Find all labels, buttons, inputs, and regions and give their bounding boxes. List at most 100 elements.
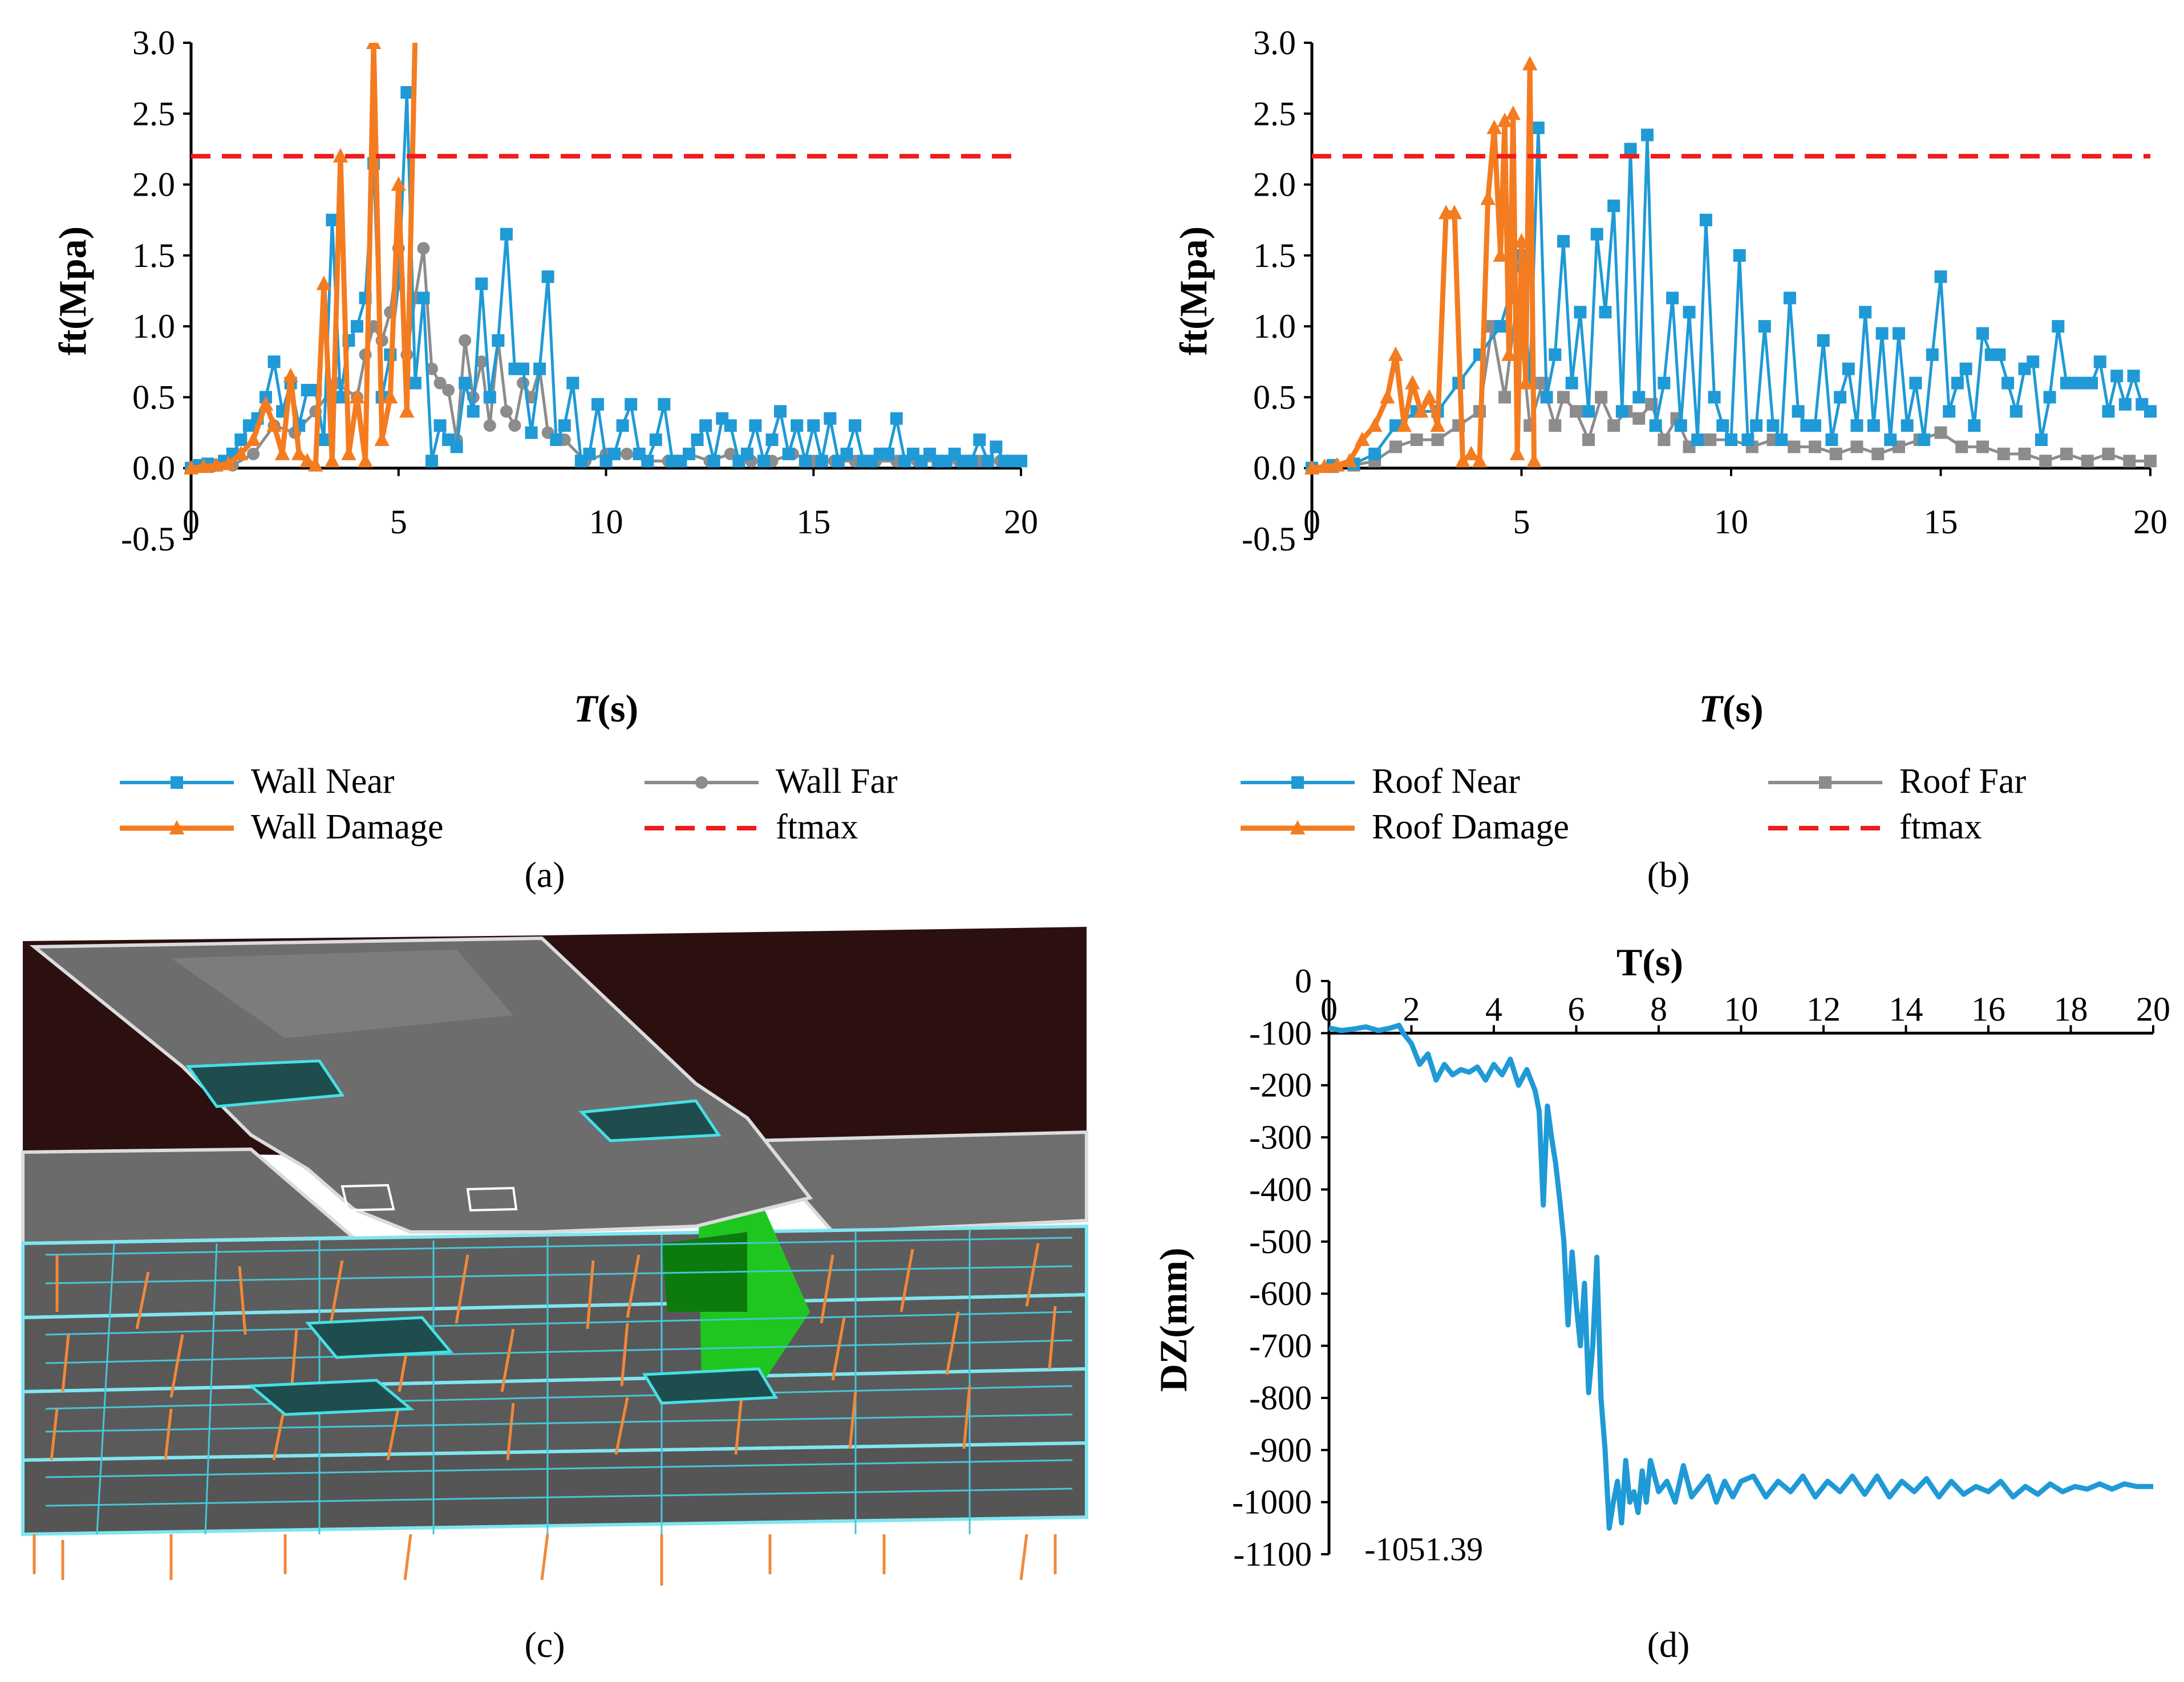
data-point-damage [1522, 55, 1538, 71]
dz-series-line [1328, 1023, 2153, 1531]
data-point-near [1750, 419, 1763, 432]
data-point-near [2127, 370, 2140, 383]
y-tick-label: 0.5 [1253, 378, 1296, 416]
data-point-damage [183, 460, 199, 475]
data-point-near [475, 277, 488, 290]
data-point-damage [1464, 445, 1479, 460]
data-point-near [990, 440, 1003, 453]
data-point-near [625, 398, 638, 411]
data-point-damage [299, 452, 315, 468]
data-point-near [641, 455, 654, 468]
data-point-near [2102, 405, 2115, 418]
data-point-near [1968, 419, 1981, 432]
data-point-damage [316, 275, 331, 290]
data-point-near [459, 376, 472, 390]
data-point-near [1926, 348, 1939, 361]
series-near [1306, 121, 2157, 475]
data-point-far [1871, 447, 1885, 460]
data-point-far [500, 405, 513, 418]
data-point-far [1557, 391, 1570, 404]
data-point-near [351, 320, 363, 333]
data-point-far [1582, 433, 1595, 446]
data-point-damage [1430, 417, 1445, 432]
data-point-damage [1396, 417, 1412, 432]
y-tick-label: -0.5 [1242, 520, 1296, 558]
data-point-far [1997, 447, 2010, 460]
x-tick-label: 16 [1971, 990, 2005, 1028]
data-point-near [658, 398, 671, 411]
data-point-near [1582, 405, 1595, 418]
data-point-near [450, 440, 463, 453]
data-point-far [1934, 426, 1947, 439]
model-roof-slab [29, 936, 813, 1234]
data-point-near [1893, 327, 1905, 340]
data-point-damage [291, 445, 307, 460]
x-tick-label: 10 [589, 503, 623, 541]
data-point-damage [1518, 375, 1534, 390]
data-point-near [1934, 270, 1947, 283]
data-point-near [1624, 143, 1637, 156]
y-axis-title: DZ(mm) [1152, 1247, 1195, 1392]
data-point-far [417, 242, 430, 255]
data-point-far [2060, 447, 2073, 460]
data-point-damage [358, 452, 373, 468]
data-point-far [1632, 412, 1646, 425]
data-point-near [2035, 433, 2048, 446]
data-point-near [1901, 419, 1914, 432]
y-tick-label: 3.0 [132, 24, 175, 62]
data-point-damage [366, 43, 382, 49]
data-point-near [591, 398, 604, 411]
data-point-near [965, 455, 978, 468]
series-far [1306, 291, 2157, 475]
y-tick-label: -200 [1249, 1067, 1312, 1104]
data-point-damage [1480, 191, 1496, 205]
data-point-damage [1316, 458, 1332, 473]
data-point-far [1498, 391, 1512, 404]
y-tick-label: -0.5 [121, 520, 175, 558]
model-opening-1 [185, 1059, 345, 1108]
data-point-damage [1413, 403, 1429, 418]
data-point-near [1733, 249, 1746, 262]
data-point-damage [1380, 389, 1395, 404]
x-tick-label: 10 [1714, 503, 1748, 541]
data-point-near [2085, 376, 2098, 390]
legend-swatch-marker [695, 776, 708, 789]
x-tick-label: 14 [1889, 990, 1923, 1028]
model-floor-4 [21, 1441, 1088, 1537]
legend-label: ftmax [1899, 808, 1982, 846]
panel-a-chart: -0.5 0.0 0.5 1.0 1.5 2.0 2.5 3.0 0 5 10 15 20 ft(Mpa)… [51, 24, 1038, 846]
data-point-near [608, 447, 621, 460]
series-damage [183, 43, 418, 475]
data-point-near [1758, 320, 1771, 333]
x-tick-label: 0 [1320, 990, 1338, 1028]
y-tick-label: -300 [1249, 1118, 1312, 1156]
data-point-far [620, 447, 633, 460]
y-tick-label: -900 [1249, 1431, 1312, 1469]
data-point-near [268, 355, 281, 368]
model-opening-3 [341, 1184, 395, 1212]
panel-label-b: (b) [1647, 854, 1690, 895]
data-point-near [749, 419, 762, 432]
data-point-near [724, 419, 737, 432]
y-tick-label: 1.5 [1253, 237, 1296, 274]
data-point-near [1817, 334, 1830, 347]
data-point-near [550, 433, 563, 446]
data-point-near [517, 362, 529, 375]
data-point-near [1918, 433, 1931, 446]
data-point-near [799, 455, 812, 468]
data-point-near [1599, 306, 1612, 319]
data-point-near [500, 228, 513, 241]
data-point-near [1549, 348, 1562, 361]
data-point-near [317, 433, 330, 446]
data-point-near [467, 405, 480, 418]
data-point-damage [1367, 417, 1383, 432]
data-point-far [1976, 440, 1989, 453]
x-tick-label: 5 [390, 503, 407, 541]
x-tick-label: 0 [1303, 503, 1320, 541]
data-point-near [2043, 391, 2056, 404]
data-point-near [1666, 291, 1679, 305]
data-point-far [475, 355, 488, 368]
legend-swatch-marker [171, 776, 183, 789]
data-point-damage [1342, 452, 1358, 468]
data-point-near [1674, 419, 1687, 432]
